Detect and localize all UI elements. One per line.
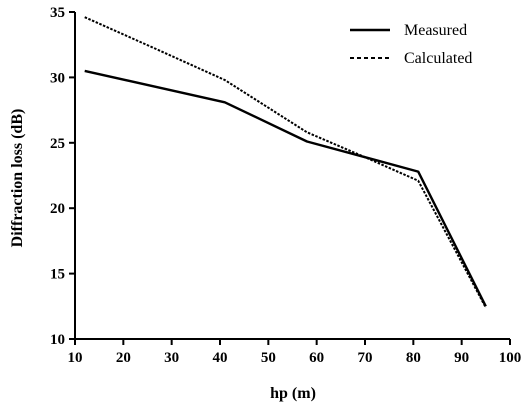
x-tick-label: 20: [116, 350, 131, 366]
series-line-calculated: [84, 16, 487, 309]
x-tick-label: 40: [213, 350, 228, 366]
y-tick-label: 15: [50, 267, 65, 283]
x-tick-label: 100: [499, 350, 521, 366]
y-axis-ticks: 10 15 20 25 30 35: [50, 5, 75, 348]
x-axis-ticks: 10 20 30 40 50 60 70 80 90 100: [68, 339, 521, 366]
y-tick-label: 30: [50, 70, 65, 86]
x-tick-label: 70: [358, 350, 373, 366]
x-tick-label: 30: [164, 350, 179, 366]
series-layer: [84, 16, 487, 309]
x-axis-title: hp (m): [270, 385, 316, 402]
x-tick-label: 50: [261, 350, 276, 366]
y-tick-label: 20: [50, 201, 65, 217]
series-line-measured: [84, 69, 487, 307]
x-tick-label: 90: [454, 350, 469, 366]
y-tick-label: 10: [50, 332, 65, 348]
x-tick-label: 10: [68, 350, 83, 366]
y-axis-title: Diffraction loss (dB): [9, 109, 26, 248]
x-tick-label: 80: [406, 350, 421, 366]
legend-label-calculated: Calculated: [404, 50, 472, 67]
legend: Measured Calculated: [350, 22, 472, 67]
y-tick-label: 35: [50, 5, 65, 21]
plot-area: [74, 12, 510, 340]
legend-label-measured: Measured: [404, 22, 467, 39]
y-tick-label: 25: [50, 136, 65, 152]
x-tick-label: 60: [309, 350, 324, 366]
